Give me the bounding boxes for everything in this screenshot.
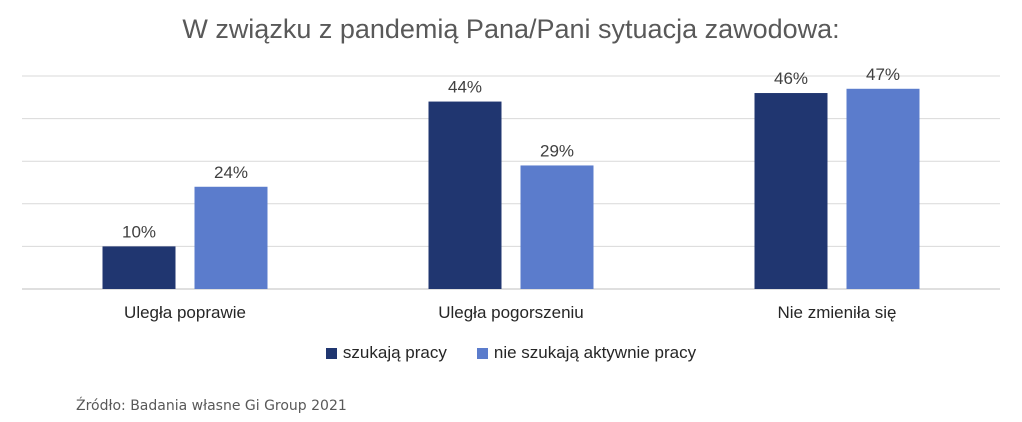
bar-2-3 [846,88,920,289]
legend-swatch-series-1 [325,347,337,359]
gridlines [22,75,1000,290]
bar-1-3 [754,93,828,289]
data-label: 47% [866,65,900,84]
bar-2-2 [520,165,594,289]
bar-chart: 10%24%44%29%46% 47% Uległa poprawie Uległa… [22,65,1000,322]
bar-1-2 [428,101,502,289]
source-note: Źródło: Badania własne Gi Group 2021 [76,398,347,414]
category-label: Uległa pogorszeniu [438,303,584,322]
legend-item-series-1: szukają pracy [325,343,447,363]
data-label: 24% [214,163,248,182]
chart-title: W związku z pandemią Pana/Pani sytuacja … [182,14,840,44]
legend-label-series-1: szukają pracy [342,343,447,362]
legend-swatch-series-2 [476,347,488,359]
data-label: 44% [448,78,482,97]
data-label: 10% [122,222,156,241]
legend-label-series-2: nie szukają aktywnie pracy [493,343,697,362]
category-label: Nie zmieniła się [777,303,896,322]
data-label: 46% [774,69,808,88]
data-labels: 10% 24% 44% 29% 46% 47% [122,65,900,242]
legend: szukają pracy nie szukają aktywnie pracy [0,343,1022,363]
category-labels: Uległa poprawie Uległa pogorszeniu Nie zmi… [124,303,896,322]
bar-2-1 [194,186,268,289]
bar-1-1 [102,246,176,289]
bars [102,88,920,289]
legend-item-series-2: nie szukają aktywnie pracy [476,343,697,363]
data-label: 29% [540,141,574,160]
category-label: Uległa poprawie [124,303,246,322]
